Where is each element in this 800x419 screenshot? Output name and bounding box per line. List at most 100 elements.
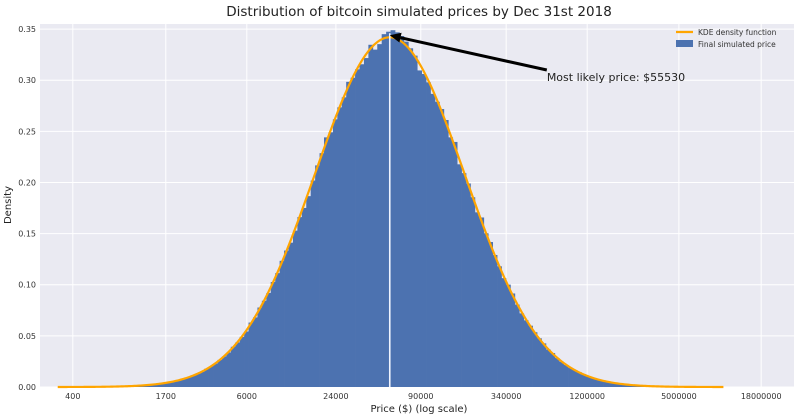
histogram-bar	[155, 383, 161, 387]
histogram-bar	[195, 373, 201, 387]
histogram-bar	[443, 120, 449, 387]
histogram-bar	[159, 383, 165, 387]
histogram-bar	[173, 380, 178, 387]
y-axis-ticks: 0.00 0.05 0.10 0.15 0.20 0.25 0.30 0.35	[18, 25, 36, 392]
x-tick-label: 24000	[323, 392, 348, 401]
histogram-bar	[532, 332, 538, 387]
histogram-bar	[208, 366, 214, 387]
y-tick-label: 0.25	[18, 127, 36, 136]
histogram-bar	[417, 70, 422, 388]
histogram-bar	[479, 217, 485, 387]
histogram-bar	[292, 230, 298, 387]
histogram-bar	[621, 384, 627, 387]
histogram-bar	[181, 378, 187, 387]
histogram-bar	[199, 371, 205, 387]
x-tick-label: 340000	[491, 392, 522, 401]
histogram-bar	[412, 55, 418, 387]
x-tick-label: 90000	[408, 392, 433, 401]
histogram-bar	[523, 320, 529, 387]
histogram-bar	[386, 31, 391, 387]
histogram-bar	[492, 254, 498, 387]
histogram-bar	[585, 376, 591, 387]
histogram-bar	[488, 242, 493, 387]
kde-density-line	[57, 36, 724, 389]
histogram-bar	[545, 349, 551, 387]
histogram-bar	[332, 119, 338, 387]
histogram-bar	[599, 380, 604, 387]
histogram-bar	[372, 49, 378, 388]
histogram-bar	[559, 361, 564, 387]
histogram-bar	[324, 137, 329, 387]
y-tick-label: 0.30	[18, 76, 36, 85]
annotation-arrowhead	[389, 32, 402, 43]
histogram-bar	[328, 132, 334, 387]
x-tick-label: 6000	[237, 392, 257, 401]
annotation: Most likely price: $55530	[389, 32, 685, 84]
histogram-bar	[590, 377, 596, 387]
histogram-bar	[616, 383, 622, 387]
histogram-bar	[452, 141, 458, 387]
histogram-bar	[608, 382, 613, 387]
histogram-bar	[306, 196, 312, 387]
histogram-bar	[625, 384, 631, 387]
y-tick-label: 0.00	[18, 383, 36, 392]
histogram-bar	[363, 58, 369, 388]
histogram-bar	[221, 356, 227, 387]
histogram-bar	[594, 379, 600, 387]
histogram-bar	[301, 207, 307, 387]
x-tick-label: 5000000	[661, 392, 697, 401]
histogram-bar	[319, 153, 325, 387]
histogram-bar	[297, 217, 303, 387]
histogram-bar	[226, 352, 232, 387]
histogram-bar	[315, 165, 320, 387]
y-tick-label: 0.15	[18, 230, 36, 239]
histogram-bar	[359, 64, 365, 387]
histogram-bar	[186, 377, 192, 387]
histogram-bar	[528, 325, 533, 387]
histogram-bars	[115, 30, 667, 388]
histogram-bar	[461, 173, 467, 387]
histogram-bar	[572, 370, 578, 387]
histogram-bar	[466, 183, 471, 387]
histogram-bar	[257, 307, 263, 387]
histogram-bar	[554, 358, 560, 387]
histogram-bar	[261, 300, 267, 387]
legend-histogram-label: Final simulated price	[698, 40, 776, 49]
histogram-bar	[505, 284, 511, 387]
y-tick-label: 0.10	[18, 281, 36, 290]
histogram-bar	[230, 346, 236, 387]
histogram-bar	[239, 336, 245, 387]
histogram-bar	[434, 101, 440, 387]
histogram-bar	[204, 368, 209, 387]
histogram-bar	[288, 242, 294, 387]
histogram-bar	[408, 48, 414, 387]
histogram-bar	[612, 383, 618, 387]
histogram-bar	[519, 313, 525, 387]
histogram-bar	[510, 293, 516, 387]
x-axis-ticks: 400 1700 6000 24000 90000 340000 1200000 500000…	[65, 392, 781, 401]
chart-title: Distribution of bitcoin simulated prices…	[226, 4, 612, 20]
legend-histogram-swatch	[676, 40, 693, 47]
x-tick-label: 18000000	[741, 392, 782, 401]
histogram-bar	[381, 34, 387, 387]
histogram-bar	[177, 380, 183, 387]
y-tick-label: 0.05	[18, 332, 36, 341]
histogram-bar	[537, 338, 542, 387]
histogram-bar	[252, 317, 258, 387]
histogram-bar	[217, 359, 223, 387]
histogram-bar	[150, 384, 156, 387]
histogram-bar	[497, 266, 502, 387]
histogram-bar	[581, 374, 587, 387]
y-tick-label: 0.35	[18, 25, 36, 34]
histogram-bar	[421, 74, 427, 387]
legend: KDE density function Final simulated pri…	[676, 28, 777, 49]
histogram-bar	[514, 304, 520, 387]
histogram-bar	[337, 107, 343, 387]
histogram-bar	[550, 353, 556, 387]
histogram-bar	[346, 81, 351, 387]
histogram-bar	[350, 77, 356, 388]
legend-kde-label: KDE density function	[698, 28, 777, 37]
x-tick-label: 400	[65, 392, 80, 401]
histogram-bar	[403, 41, 409, 388]
